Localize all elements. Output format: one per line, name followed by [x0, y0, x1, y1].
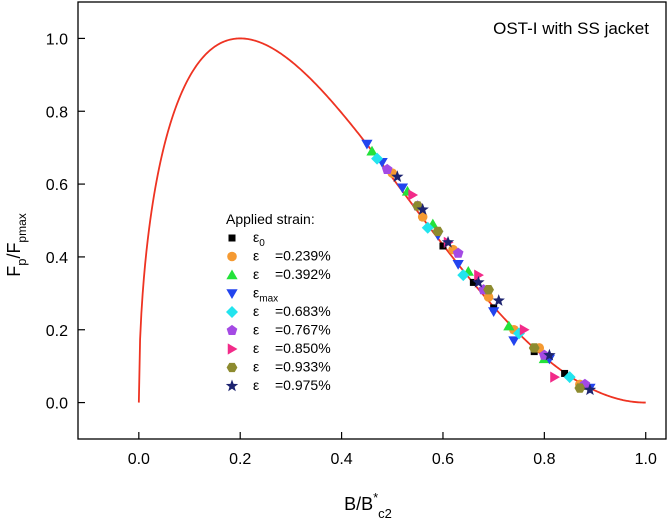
- data-point-diamond: [563, 371, 576, 384]
- y-axis-title-sub1: p: [14, 259, 29, 266]
- legend-value: =0.850%: [275, 340, 331, 356]
- data-point-circle: [417, 212, 428, 222]
- y-tick-label: 0.0: [46, 396, 68, 413]
- legend-marker-diamond: [226, 306, 238, 318]
- legend-entry: ε =0.975%: [253, 377, 331, 393]
- legend-symbol: ε: [253, 322, 259, 338]
- legend-symbol: ε: [253, 303, 259, 319]
- x-tick-label: 1.0: [635, 451, 657, 468]
- y-axis: 0.0 0.2 0.4 0.6 0.8 1.0: [46, 31, 85, 413]
- x-axis-title: B/B*c2: [344, 490, 392, 518]
- data-point-diamond: [457, 269, 470, 282]
- legend-subscript: max: [259, 294, 278, 305]
- legend-marker-hexagon: [226, 362, 238, 373]
- legend-entry: ε =0.850%: [253, 340, 331, 356]
- data-point-square: [561, 369, 569, 377]
- y-tick-label: 0.6: [46, 177, 68, 194]
- data-point-diamond: [421, 221, 434, 234]
- data-point-star: [416, 203, 429, 215]
- legend-entry: ε =0.239%: [253, 248, 331, 264]
- legend-marker-star: [225, 379, 239, 392]
- data-point-star: [472, 275, 485, 288]
- data-point-square: [439, 242, 447, 250]
- data-point-hexagon: [483, 285, 494, 295]
- data-point-triangle-right: [408, 189, 419, 201]
- y-tick-label: 0.2: [46, 323, 68, 340]
- legend-marker-pentagon: [226, 324, 238, 336]
- x-tick-label: 0.8: [533, 451, 555, 468]
- y-axis-title-sub2: pmax: [15, 213, 29, 242]
- data-point-triangle-right: [519, 324, 530, 336]
- data-point-triangle-down: [452, 259, 464, 270]
- legend-value: =0.683%: [275, 303, 331, 319]
- x-tick-label: 0.6: [432, 451, 454, 468]
- legend-subscript: 0: [259, 238, 265, 249]
- data-point-star: [492, 294, 505, 306]
- legend-entry: ε =0.767%: [253, 322, 331, 338]
- legend-marker-triangle-up: [226, 269, 238, 280]
- data-point-hexagon: [528, 343, 540, 353]
- legend-marker-circle: [227, 251, 237, 262]
- data-point-triangle-down: [396, 183, 409, 194]
- data-point-star: [543, 348, 556, 361]
- data-point-triangle-down: [508, 336, 520, 347]
- data-point-triangle-right: [474, 269, 484, 281]
- data-point-circle: [483, 292, 494, 302]
- y-tick-label: 1.0: [46, 31, 68, 48]
- data-point-star: [391, 170, 404, 183]
- legend-symbol: ε: [253, 359, 259, 375]
- data-point-star: [441, 235, 455, 248]
- chart-title: OST-I with SS jacket: [493, 19, 649, 38]
- y-axis-title-main: F: [4, 266, 24, 277]
- x-axis-title-sup: *: [373, 490, 378, 505]
- legend-value: =0.933%: [275, 359, 331, 375]
- legend-value: =0.767%: [275, 322, 331, 338]
- y-tick-label: 0.4: [46, 250, 68, 267]
- y-axis-title-mid: /F: [4, 243, 24, 259]
- legend-value: =0.239%: [275, 248, 331, 264]
- data-point-triangle-right: [550, 371, 560, 383]
- legend-title: Applied strain:: [226, 211, 315, 227]
- y-axis-title: Fp/Fpmax: [4, 213, 29, 277]
- fit-curve: [137, 37, 646, 404]
- legend-value: =0.392%: [275, 266, 331, 282]
- data-point-diamond: [371, 152, 384, 165]
- legend-symbol: ε: [253, 229, 259, 245]
- legend-marker-triangle-right: [227, 343, 238, 355]
- x-tick-label: 0.0: [128, 451, 150, 468]
- data-markers: [361, 139, 597, 396]
- legend-symbol: ε: [253, 266, 259, 282]
- data-point-pentagon: [452, 247, 464, 258]
- x-axis-title-sub: c2: [378, 506, 392, 518]
- x-axis-title-main: B/B: [344, 494, 373, 514]
- x-tick-label: 0.4: [330, 451, 352, 468]
- data-point-hexagon: [432, 226, 444, 237]
- data-point-triangle-down: [488, 307, 500, 318]
- legend-marker-square: [228, 234, 236, 242]
- data-point-star: [583, 383, 597, 396]
- plot-frame: [77, 1, 667, 440]
- legend-entry: ε =0.392%: [253, 266, 331, 282]
- legend-marker-triangle-down: [226, 289, 238, 299]
- x-axis: 0.0 0.2 0.4 0.6 0.8 1.0: [128, 432, 657, 468]
- x-tick-label: 0.2: [229, 451, 251, 468]
- legend-symbol: ε: [253, 285, 259, 301]
- data-point-square: [469, 278, 477, 286]
- data-point-hexagon: [574, 383, 586, 393]
- data-point-triangle-up: [503, 320, 515, 331]
- legend-symbol: ε: [253, 340, 259, 356]
- legend-symbol: ε: [253, 377, 259, 393]
- legend-entry: εmax: [253, 285, 278, 305]
- legend-entry: ε0: [253, 229, 265, 249]
- data-point-triangle-up: [366, 145, 378, 156]
- data-point-triangle-down: [361, 139, 373, 150]
- legend-entry: ε =0.683%: [253, 303, 331, 319]
- legend-symbol: ε: [253, 248, 259, 264]
- legend-entry: ε =0.933%: [253, 359, 331, 375]
- data-point-pentagon: [381, 163, 393, 175]
- legend-value: =0.975%: [275, 377, 331, 393]
- y-tick-label: 0.8: [46, 104, 68, 121]
